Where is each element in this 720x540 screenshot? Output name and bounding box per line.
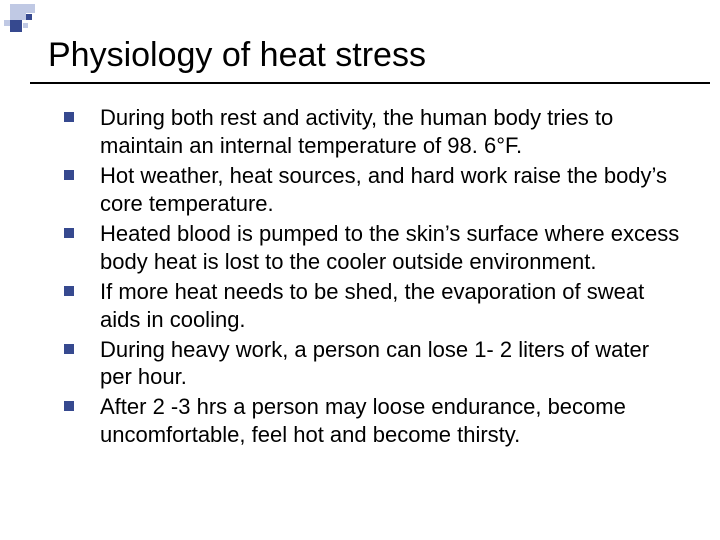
- list-item: Hot weather, heat sources, and hard work…: [64, 162, 680, 218]
- list-item: During heavy work, a person can lose 1- …: [64, 336, 680, 392]
- corner-decoration: [0, 0, 40, 40]
- list-item-text: During both rest and activity, the human…: [100, 104, 680, 160]
- list-item-text: If more heat needs to be shed, the evapo…: [100, 278, 680, 334]
- list-item: Heated blood is pumped to the skin’s sur…: [64, 220, 680, 276]
- list-item-text: During heavy work, a person can lose 1- …: [100, 336, 680, 392]
- list-item: After 2 -3 hrs a person may loose endura…: [64, 393, 680, 449]
- list-item: If more heat needs to be shed, the evapo…: [64, 278, 680, 334]
- list-item: During both rest and activity, the human…: [64, 104, 680, 160]
- deco-square: [26, 14, 32, 20]
- square-bullet-icon: [64, 112, 74, 122]
- slide: Physiology of heat stress During both re…: [0, 0, 720, 540]
- square-bullet-icon: [64, 228, 74, 238]
- list-item-text: After 2 -3 hrs a person may loose endura…: [100, 393, 680, 449]
- square-bullet-icon: [64, 286, 74, 296]
- bullet-list: During both rest and activity, the human…: [64, 104, 680, 451]
- slide-title: Physiology of heat stress: [48, 36, 426, 75]
- deco-square: [10, 4, 26, 20]
- list-item-text: Hot weather, heat sources, and hard work…: [100, 162, 680, 218]
- square-bullet-icon: [64, 344, 74, 354]
- deco-square: [26, 4, 35, 13]
- deco-square: [23, 23, 28, 28]
- square-bullet-icon: [64, 170, 74, 180]
- square-bullet-icon: [64, 401, 74, 411]
- list-item-text: Heated blood is pumped to the skin’s sur…: [100, 220, 680, 276]
- title-rule: [30, 82, 710, 84]
- deco-square: [10, 20, 22, 32]
